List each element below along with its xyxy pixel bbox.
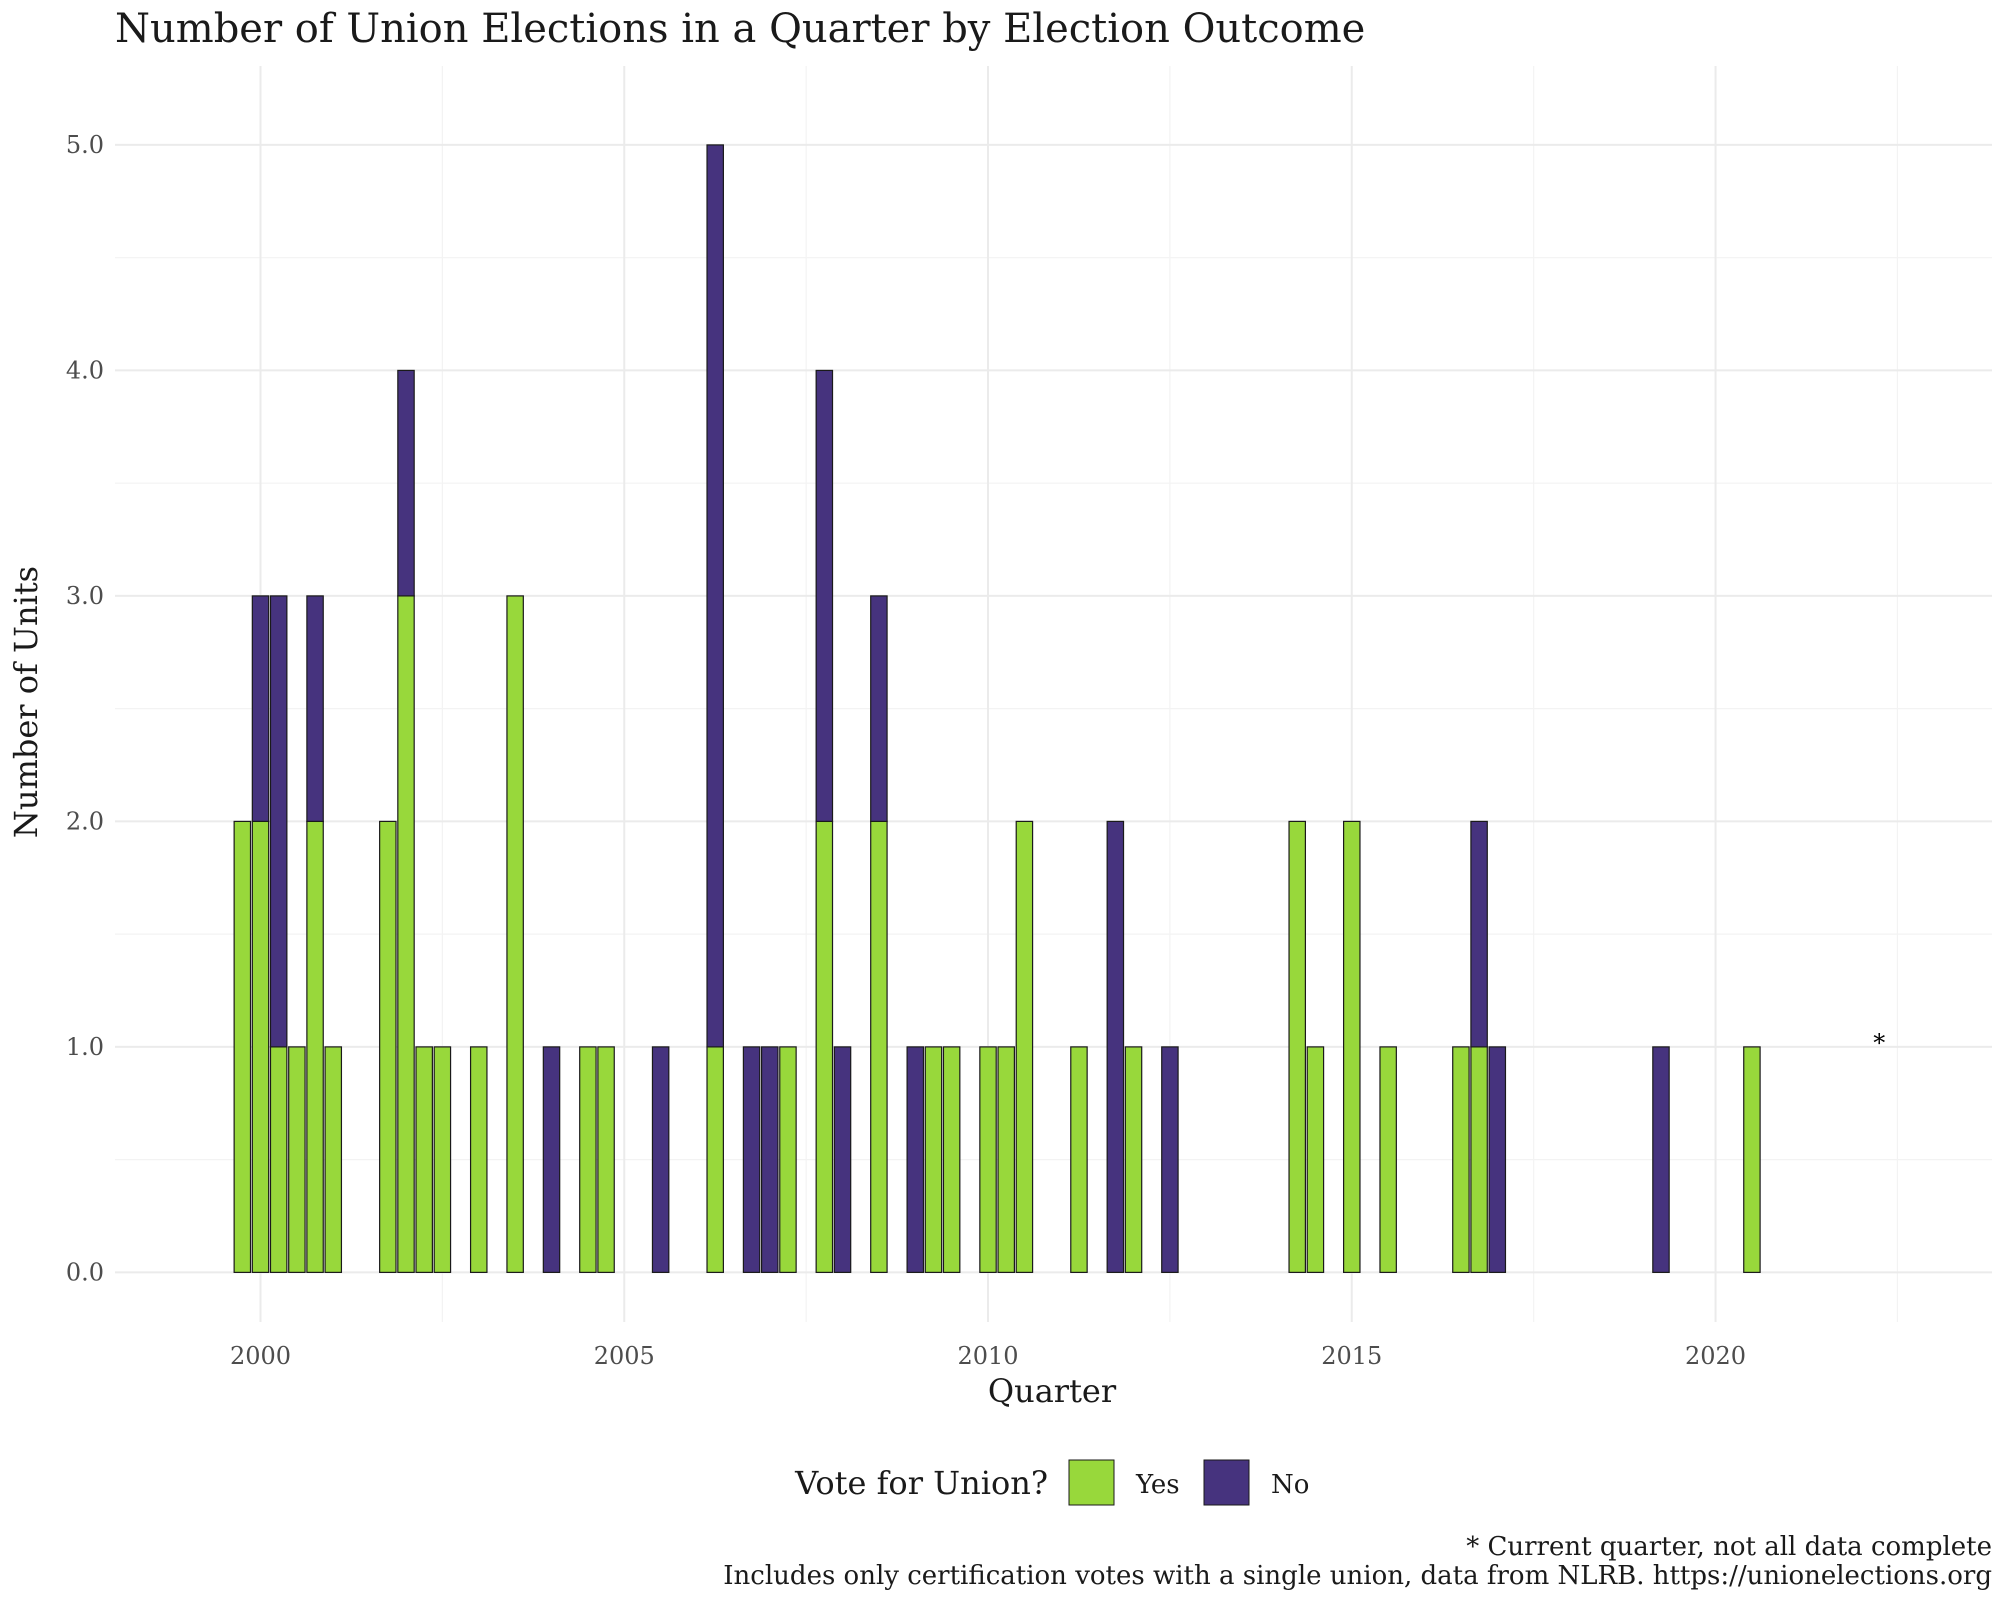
- bar-yes-2001Q4: [379, 820, 397, 1273]
- caption-source: Includes only certification votes with a…: [723, 1561, 1992, 1591]
- bar-yes-2012Q1: [1124, 1046, 1143, 1273]
- y-tick-label: 4.0: [66, 356, 104, 384]
- bar-yes-2015Q1: [1342, 820, 1361, 1273]
- bar-yes-2004Q4: [597, 1046, 615, 1273]
- bar-no-2002Q1: [397, 369, 415, 597]
- x-tick-label: 2010: [957, 1342, 1018, 1370]
- bar-yes-2016Q4: [1470, 1046, 1488, 1273]
- bar-no-2019Q2: [1652, 1046, 1670, 1273]
- bar-yes-1999Q4: [233, 820, 252, 1273]
- legend-swatch-no: [1203, 1459, 1250, 1506]
- chart-title: Number of Union Elections in a Quarter b…: [115, 6, 1365, 52]
- bar-yes-2014Q2: [1288, 820, 1307, 1273]
- bar-no-2008Q1: [833, 1046, 852, 1273]
- bar-yes-2000Q3: [288, 1046, 306, 1273]
- x-tick-label: 2015: [1321, 1342, 1382, 1370]
- bars: [233, 144, 1761, 1273]
- bar-no-2004Q1: [542, 1046, 561, 1273]
- bar-yes-2006Q2: [706, 1046, 724, 1273]
- bar-yes-2007Q2: [779, 1046, 797, 1273]
- bar-yes-2002Q2: [415, 1046, 433, 1273]
- x-tick-label: 2000: [230, 1342, 291, 1370]
- bar-yes-2010Q1: [979, 1046, 997, 1273]
- bar-yes-2008Q3: [870, 820, 888, 1273]
- bar-yes-2001Q1: [324, 1046, 343, 1273]
- bar-no-2005Q3: [651, 1046, 670, 1273]
- bar-yes-2010Q2: [997, 1046, 1015, 1273]
- legend-title: Vote for Union?: [794, 1464, 1048, 1502]
- x-axis-ticks: 2000 2005 2010 2015 2020: [230, 1342, 1746, 1370]
- bar-yes-2014Q3: [1306, 1046, 1325, 1273]
- bar-no-2008Q3: [870, 595, 888, 823]
- bar-yes-2011Q2: [1070, 1046, 1088, 1273]
- y-tick-label: 1.0: [66, 1033, 104, 1061]
- y-axis-title: Number of Units: [7, 566, 45, 838]
- annotations: *: [1873, 1029, 1885, 1057]
- bar-yes-2015Q3: [1379, 1046, 1397, 1273]
- bar-no-2011Q4: [1106, 820, 1125, 1273]
- bar-no-2006Q4: [742, 1046, 761, 1273]
- legend: Vote for Union? Yes No: [794, 1459, 1309, 1506]
- bar-no-2007Q4: [815, 369, 834, 823]
- y-tick-label: 5.0: [66, 131, 104, 159]
- bar-yes-2004Q3: [579, 1046, 597, 1273]
- y-tick-label: 0.0: [66, 1258, 104, 1286]
- x-tick-label: 2005: [594, 1342, 655, 1370]
- bar-yes-2007Q4: [815, 820, 834, 1273]
- bar-no-2006Q2: [706, 144, 724, 1048]
- bar-no-2000Q1: [251, 595, 270, 823]
- legend-label-yes: Yes: [1135, 1470, 1180, 1500]
- y-tick-label: 3.0: [66, 582, 104, 610]
- bar-yes-2009Q3: [942, 1046, 961, 1273]
- legend-swatch-yes: [1068, 1459, 1115, 1506]
- bar-yes-2002Q1: [397, 595, 415, 1273]
- bar-no-2017Q1: [1488, 1046, 1507, 1273]
- bar-yes-2010Q3: [1015, 820, 1034, 1273]
- bar-yes-2020Q3: [1743, 1046, 1761, 1273]
- x-tick-label: 2020: [1685, 1342, 1746, 1370]
- bar-no-2007Q1: [760, 1046, 779, 1273]
- bar-no-2016Q4: [1470, 820, 1488, 1048]
- y-tick-label: 2.0: [66, 807, 104, 835]
- y-axis-ticks: 0.0 1.0 2.0 3.0 4.0 5.0: [66, 131, 104, 1286]
- bar-no-2009Q1: [906, 1046, 925, 1273]
- bar-yes-2003Q1: [469, 1046, 488, 1273]
- x-axis-title: Quarter: [988, 1372, 1117, 1410]
- bar-yes-2009Q2: [924, 1046, 943, 1273]
- bar-yes-2003Q3: [506, 595, 524, 1273]
- bar-yes-2002Q3: [433, 1046, 452, 1273]
- bar-yes-2000Q2: [269, 1046, 288, 1273]
- current-quarter-marker: *: [1873, 1029, 1885, 1057]
- legend-label-no: No: [1271, 1470, 1309, 1500]
- bar-no-2000Q2: [269, 595, 288, 1048]
- bar-no-2012Q3: [1161, 1046, 1179, 1273]
- bar-yes-2000Q1: [251, 820, 270, 1273]
- bar-yes-2016Q3: [1452, 1046, 1470, 1273]
- caption-note: * Current quarter, not all data complete: [1466, 1532, 1992, 1562]
- bar-no-2000Q4: [306, 595, 324, 823]
- bar-yes-2000Q4: [306, 820, 324, 1273]
